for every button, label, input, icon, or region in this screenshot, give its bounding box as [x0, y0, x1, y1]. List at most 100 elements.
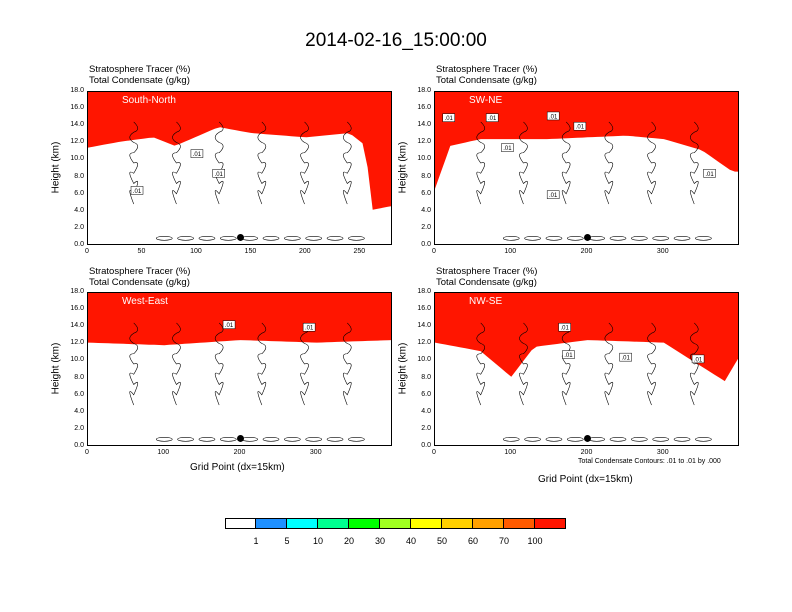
location-marker	[584, 434, 591, 442]
x-tick-label: 200	[299, 248, 311, 255]
contour-label-text: .01	[133, 189, 142, 195]
panel-nw-se: .01 .01 .01 .01 NW-SE	[434, 292, 739, 446]
contour-line	[305, 437, 322, 442]
contour-label: .01	[546, 111, 560, 120]
contour-label: .01	[302, 322, 316, 332]
y-tick-label: 10.0	[70, 356, 84, 364]
y-tick-label: 8.0	[74, 373, 84, 381]
contour-label-text: .01	[576, 125, 585, 131]
panel4-header: Stratosphere Tracer (%) Total Condensate…	[436, 266, 537, 288]
contour-line	[257, 322, 267, 406]
x-tick-label: 100	[504, 449, 517, 456]
contour-label: .01	[212, 169, 225, 178]
contour-label-text: .01	[225, 323, 234, 329]
y-tick-label: 0.0	[421, 241, 431, 248]
contour-line	[241, 437, 258, 442]
contour-line	[647, 121, 656, 205]
y-tick-label: 16.0	[70, 305, 84, 313]
x-axis-title: Grid Point (dx=15km)	[190, 462, 285, 473]
tracer-band	[88, 293, 391, 346]
contour-label: .01	[222, 320, 236, 329]
contour-label-text: .01	[564, 353, 573, 359]
contour-label: .01	[691, 354, 705, 363]
colorbar-box	[535, 518, 566, 529]
colorbar-label: 20	[343, 536, 354, 546]
y-tick-label: 12.0	[417, 138, 431, 146]
colorbar-box	[380, 518, 411, 529]
colorbar-box	[504, 518, 535, 529]
contour-line	[300, 121, 309, 205]
x-tick-label: 150	[244, 248, 257, 255]
y-tick-label: 18.0	[70, 87, 84, 94]
contour-line	[647, 322, 656, 406]
tracer-label: Stratosphere Tracer (%)	[436, 64, 538, 75]
contour-line	[284, 236, 301, 241]
contour-label-text: .01	[488, 116, 497, 122]
contour-line	[588, 236, 605, 241]
location-marker	[584, 233, 591, 241]
heatmap-west-east: .01 .01	[88, 293, 391, 442]
contour-line	[652, 236, 669, 241]
contour-line	[695, 236, 712, 241]
contour-line	[519, 121, 528, 205]
contour-line	[326, 236, 344, 241]
y-tick-label: 16.0	[70, 104, 84, 112]
y-tick-label: 4.0	[74, 206, 84, 214]
y-tick-label: 4.0	[421, 206, 431, 214]
x-tick-label: 250	[353, 248, 366, 255]
colorbar-label: 100	[527, 536, 543, 546]
condensate-label: Total Condensate (g/kg)	[89, 75, 190, 86]
colorbar-box	[411, 518, 442, 529]
y-tick-label: 6.0	[421, 390, 431, 398]
figure-title: 2014-02-16_15:00:00	[305, 30, 487, 51]
contour-label-text: .01	[445, 116, 454, 122]
x-tick-label: 0	[432, 449, 436, 456]
contour-footnote: Total Condensate Contours: .01 to .01 by…	[578, 458, 721, 465]
y-tick-label: 6.0	[74, 189, 84, 197]
y-tick-label: 8.0	[421, 373, 431, 381]
contour-line	[561, 322, 571, 406]
contour-line	[198, 236, 216, 241]
contour-line	[561, 121, 571, 205]
y-tick-label: 10.0	[417, 356, 431, 364]
contour-line	[348, 437, 365, 442]
contour-line	[689, 322, 699, 406]
y-tick-label: 10.0	[417, 155, 431, 163]
contour-line	[214, 322, 224, 406]
y-tick-label: 12.0	[70, 339, 84, 347]
contour-line	[695, 437, 712, 442]
x-tick-label: 200	[580, 248, 593, 255]
contour-line	[172, 121, 181, 205]
colorbar-label: 60	[467, 536, 478, 546]
x-tick-label: 100	[504, 248, 517, 255]
contour-line	[342, 121, 352, 205]
contour-line	[631, 236, 648, 241]
y-tick-label: 2.0	[74, 223, 84, 231]
y-tick-label: 16.0	[417, 305, 431, 313]
contour-line	[476, 322, 486, 406]
panel2-header: Stratosphere Tracer (%) Total Condensate…	[436, 64, 537, 86]
contour-label-text: .01	[215, 172, 224, 178]
heatmap-south-north: .01 .01 .01	[88, 92, 391, 241]
y-tick-label: 0.0	[421, 442, 431, 449]
condensate-label: Total Condensate (g/kg)	[436, 277, 537, 288]
x-tick-label: 300	[309, 449, 322, 456]
y-tick-label: 18.0	[417, 87, 431, 94]
contour-line	[588, 437, 605, 442]
contour-line	[284, 437, 301, 442]
y-tick-label: 2.0	[421, 223, 431, 231]
colorbar-box	[287, 518, 318, 529]
y-tick-label: 14.0	[417, 121, 431, 129]
contour-line	[129, 121, 139, 205]
contour-label-text: .01	[560, 326, 569, 332]
contour-line	[689, 121, 699, 205]
x-tick-label: 50	[137, 248, 146, 255]
contour-line	[652, 437, 669, 442]
contour-label-text: .01	[621, 356, 630, 362]
x-tick-label: 100	[190, 248, 202, 255]
colorbar-box	[473, 518, 504, 529]
contour-line	[177, 236, 194, 241]
y-tick-label: 6.0	[74, 390, 84, 398]
x-tick-label: 300	[656, 248, 669, 255]
contour-label: .01	[619, 352, 632, 362]
